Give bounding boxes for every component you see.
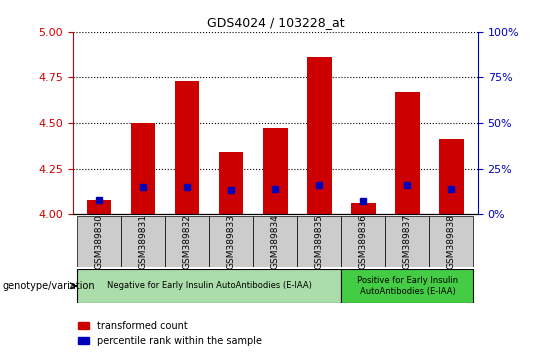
- Bar: [264, 129, 287, 214]
- Bar: [87, 200, 111, 214]
- Text: Positive for Early Insulin
AutoAntibodies (E-IAA): Positive for Early Insulin AutoAntibodie…: [357, 276, 458, 296]
- Bar: [219, 152, 244, 214]
- Text: GSM389830: GSM389830: [95, 214, 104, 269]
- Bar: [176, 81, 199, 214]
- Bar: [341, 269, 474, 303]
- Text: GSM389837: GSM389837: [403, 214, 412, 269]
- Text: GSM389833: GSM389833: [227, 214, 236, 269]
- Bar: [77, 269, 341, 303]
- Bar: [307, 57, 332, 214]
- Text: GSM389832: GSM389832: [183, 214, 192, 269]
- Text: GSM389836: GSM389836: [359, 214, 368, 269]
- Bar: [77, 216, 122, 267]
- Bar: [395, 92, 420, 214]
- Title: GDS4024 / 103228_at: GDS4024 / 103228_at: [207, 16, 344, 29]
- Bar: [131, 123, 156, 214]
- Bar: [341, 216, 386, 267]
- Text: genotype/variation: genotype/variation: [3, 281, 96, 291]
- Text: GSM389834: GSM389834: [271, 214, 280, 269]
- Legend: transformed count, percentile rank within the sample: transformed count, percentile rank withi…: [78, 321, 262, 346]
- Bar: [386, 216, 429, 267]
- Bar: [352, 203, 375, 214]
- Text: GSM389831: GSM389831: [139, 214, 148, 269]
- Text: Negative for Early Insulin AutoAntibodies (E-IAA): Negative for Early Insulin AutoAntibodie…: [107, 281, 312, 290]
- Bar: [440, 139, 464, 214]
- Text: GSM389838: GSM389838: [447, 214, 456, 269]
- Text: GSM389835: GSM389835: [315, 214, 324, 269]
- Bar: [429, 216, 474, 267]
- Bar: [165, 216, 210, 267]
- Bar: [122, 216, 165, 267]
- Bar: [210, 216, 253, 267]
- Bar: [298, 216, 341, 267]
- Bar: [253, 216, 298, 267]
